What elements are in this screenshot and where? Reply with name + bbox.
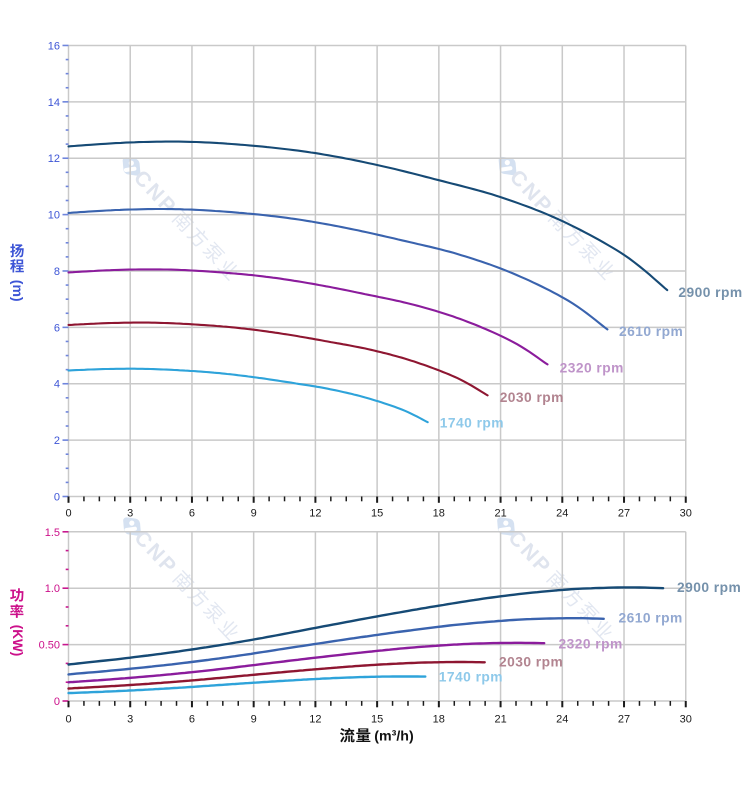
- svg-text:6: 6: [189, 713, 195, 725]
- svg-text:2610 rpm: 2610 rpm: [619, 610, 683, 625]
- svg-text:12: 12: [309, 508, 321, 520]
- svg-text:(KW): (KW): [10, 625, 25, 656]
- svg-text:(m³/h): (m³/h): [374, 728, 414, 744]
- svg-text:2900 rpm: 2900 rpm: [677, 580, 741, 595]
- svg-text:9: 9: [251, 713, 257, 725]
- svg-text:(m): (m): [10, 280, 26, 302]
- svg-text:10: 10: [48, 210, 60, 222]
- svg-text:2030 rpm: 2030 rpm: [499, 655, 563, 670]
- svg-text:0: 0: [54, 696, 60, 708]
- svg-text:3: 3: [127, 713, 133, 725]
- svg-text:3: 3: [127, 508, 133, 520]
- svg-text:2610 rpm: 2610 rpm: [619, 324, 683, 339]
- svg-text:1740 rpm: 1740 rpm: [439, 669, 503, 684]
- svg-text:6: 6: [189, 508, 195, 520]
- svg-text:21: 21: [494, 508, 506, 520]
- svg-text:15: 15: [371, 508, 383, 520]
- svg-text:8: 8: [54, 266, 60, 278]
- svg-text:2320 rpm: 2320 rpm: [559, 637, 623, 652]
- svg-text:16: 16: [48, 41, 60, 53]
- svg-text:2: 2: [54, 435, 60, 447]
- svg-text:27: 27: [618, 713, 630, 725]
- svg-text:14: 14: [48, 97, 60, 109]
- svg-text:21: 21: [494, 713, 506, 725]
- svg-text:0.50: 0.50: [39, 640, 60, 652]
- svg-text:0: 0: [54, 492, 60, 504]
- svg-text:18: 18: [433, 713, 445, 725]
- svg-text:0: 0: [65, 508, 71, 520]
- svg-text:30: 30: [680, 508, 692, 520]
- svg-text:0: 0: [65, 713, 71, 725]
- svg-text:30: 30: [680, 713, 692, 725]
- svg-text:12: 12: [48, 153, 60, 165]
- svg-text:2900 rpm: 2900 rpm: [678, 285, 742, 300]
- svg-text:27: 27: [618, 508, 630, 520]
- svg-text:24: 24: [556, 508, 568, 520]
- svg-text:18: 18: [433, 508, 445, 520]
- svg-text:15: 15: [371, 713, 383, 725]
- svg-text:1.0: 1.0: [45, 583, 60, 595]
- svg-text:9: 9: [251, 508, 257, 520]
- svg-text:2030 rpm: 2030 rpm: [500, 390, 564, 405]
- svg-text:12: 12: [309, 713, 321, 725]
- svg-text:24: 24: [556, 713, 568, 725]
- svg-text:2320 rpm: 2320 rpm: [560, 360, 624, 375]
- svg-text:1.5: 1.5: [45, 527, 60, 539]
- svg-text:6: 6: [54, 322, 60, 334]
- svg-text:4: 4: [54, 379, 60, 391]
- svg-text:1740 rpm: 1740 rpm: [440, 415, 504, 430]
